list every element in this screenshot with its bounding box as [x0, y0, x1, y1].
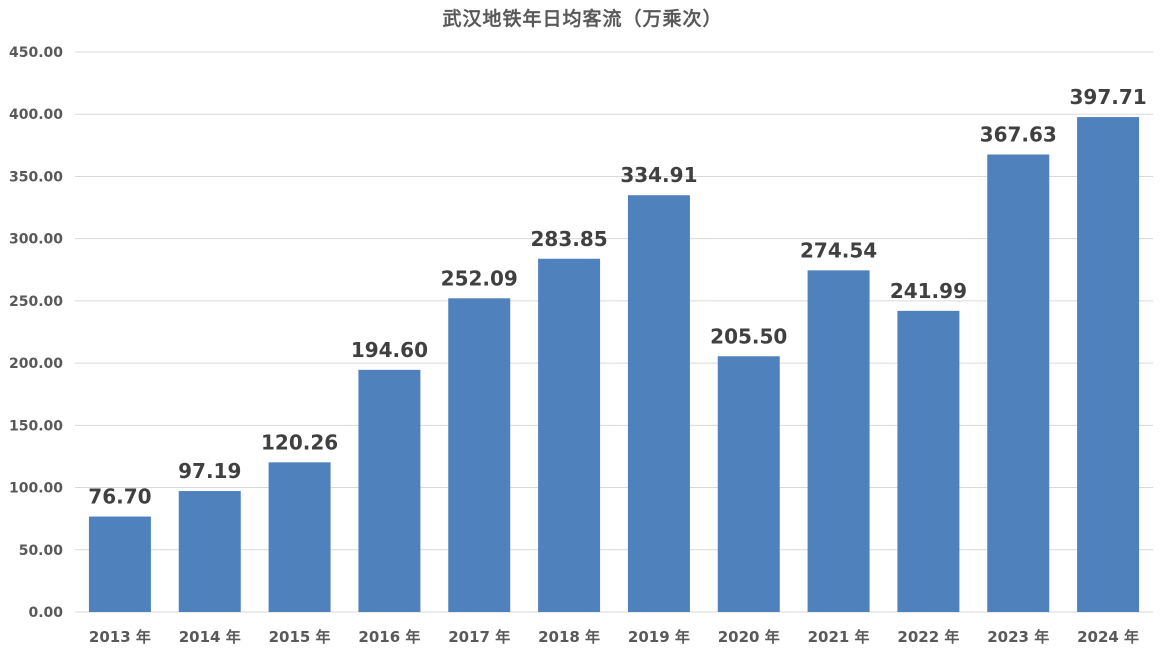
value-labels: 76.70 97.19 120.26 194.60 252.09 283.85 334.91…: [88, 85, 1146, 508]
data-label: 76.70: [88, 485, 151, 509]
y-tick-label: 250.00: [9, 294, 63, 310]
y-tick-label: 50.00: [19, 543, 64, 559]
data-label: 194.60: [351, 338, 428, 362]
y-tick-label: 450.00: [9, 45, 63, 61]
bar: [538, 258, 601, 612]
bar: [448, 298, 511, 612]
y-tick-label: 0.00: [28, 605, 63, 621]
bar: [897, 310, 960, 612]
y-tick-label: 400.00: [9, 107, 63, 123]
bar: [717, 356, 780, 612]
bar: [88, 516, 151, 612]
data-label: 367.63: [980, 123, 1057, 147]
data-label: 120.26: [261, 430, 338, 454]
y-tick-label: 100.00: [9, 481, 63, 497]
data-label: 274.54: [800, 238, 877, 262]
bar: [268, 462, 331, 612]
x-axis-ticks: 2013 年 2014 年 2015 年 2016 年 2017 年 2018 年 2019…: [89, 628, 1139, 646]
data-label: 252.09: [441, 266, 518, 290]
x-tick-label: 2019 年: [628, 628, 690, 646]
y-axis-ticks: 0.00 50.00 100.00 150.00 200.00 250.00 300.00 3…: [9, 45, 63, 621]
x-tick-label: 2014 年: [179, 628, 241, 646]
y-tick-label: 200.00: [9, 356, 63, 372]
bar: [807, 270, 870, 612]
data-label: 97.19: [178, 459, 241, 483]
x-tick-label: 2016 年: [358, 628, 420, 646]
x-tick-label: 2022 年: [897, 628, 959, 646]
data-label: 241.99: [890, 279, 967, 303]
y-tick-label: 300.00: [9, 232, 63, 248]
bars: [88, 117, 1140, 613]
bar: [987, 154, 1050, 612]
data-label: 334.91: [620, 163, 697, 187]
data-label: 397.71: [1069, 85, 1146, 109]
y-tick-label: 350.00: [9, 169, 63, 185]
x-tick-label: 2013 年: [89, 628, 151, 646]
x-tick-label: 2017 年: [448, 628, 510, 646]
x-tick-label: 2021 年: [808, 628, 870, 646]
chart-title: 武汉地铁年日均客流（万乘次）: [442, 8, 723, 30]
x-tick-label: 2018 年: [538, 628, 600, 646]
data-label: 283.85: [530, 227, 607, 251]
x-tick-label: 2015 年: [269, 628, 331, 646]
y-tick-label: 150.00: [9, 418, 63, 434]
bar: [627, 195, 690, 612]
bar: [1077, 117, 1140, 613]
gridlines: [75, 51, 1153, 613]
x-tick-label: 2023 年: [987, 628, 1049, 646]
bar: [178, 491, 241, 612]
bar: [358, 369, 421, 612]
data-label: 205.50: [710, 324, 787, 348]
x-tick-label: 2024 年: [1077, 628, 1139, 646]
x-tick-label: 2020 年: [718, 628, 780, 646]
